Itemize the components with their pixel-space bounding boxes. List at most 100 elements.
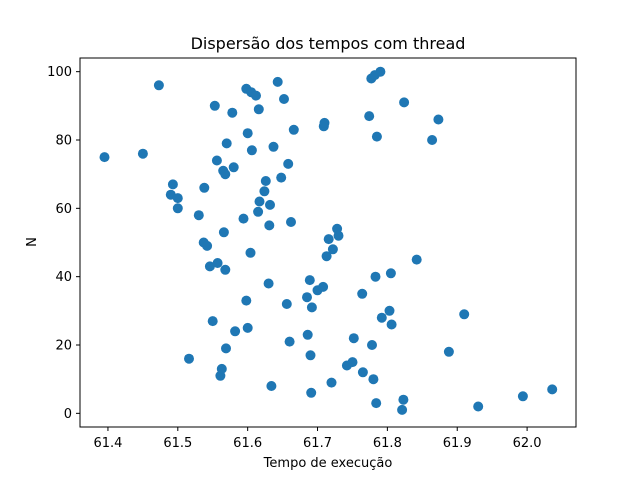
data-point — [281, 299, 292, 309]
data-point — [288, 124, 299, 135]
data-point — [368, 374, 379, 385]
data-point — [211, 155, 222, 166]
data-point — [218, 227, 229, 238]
data-point — [251, 90, 261, 101]
points-layer — [99, 66, 558, 415]
data-point — [318, 281, 329, 292]
data-point — [221, 138, 232, 149]
data-point — [306, 302, 317, 313]
data-point — [230, 326, 241, 337]
data-point — [246, 145, 257, 156]
data-point — [220, 264, 231, 275]
data-point — [272, 76, 283, 87]
data-point — [398, 394, 409, 405]
x-tick-label: 62.0 — [513, 436, 542, 451]
data-point — [283, 158, 294, 169]
data-point — [199, 182, 210, 193]
data-point — [367, 340, 377, 350]
data-point — [284, 336, 295, 347]
data-point — [204, 261, 215, 272]
x-tick-label: 61.4 — [93, 436, 122, 451]
data-point — [227, 107, 238, 118]
data-point — [266, 381, 277, 391]
data-point — [384, 305, 395, 316]
data-point — [241, 295, 252, 306]
data-point — [220, 169, 231, 180]
y-tick-label: 0 — [64, 407, 72, 422]
data-point — [348, 333, 359, 344]
y-tick-label: 80 — [55, 134, 72, 149]
data-point — [427, 135, 438, 145]
data-point — [279, 94, 289, 104]
x-tick-label: 61.7 — [303, 436, 332, 451]
data-point — [357, 367, 368, 378]
data-point — [370, 271, 381, 282]
data-point — [327, 244, 338, 255]
data-point — [221, 343, 231, 354]
data-point — [411, 254, 422, 265]
data-point — [254, 196, 265, 207]
data-point — [172, 203, 183, 214]
data-point — [212, 258, 223, 268]
data-point — [321, 251, 332, 262]
y-axis-label: N — [25, 237, 40, 247]
data-point — [302, 329, 313, 340]
data-point — [433, 114, 444, 125]
x-tick-label: 61.9 — [443, 436, 472, 451]
data-point — [399, 97, 410, 108]
data-point — [347, 357, 358, 368]
data-point — [333, 230, 344, 241]
data-point — [323, 234, 334, 245]
data-point — [184, 353, 194, 364]
data-point — [253, 206, 264, 217]
data-point — [304, 275, 315, 286]
data-point — [364, 111, 375, 122]
data-point — [202, 240, 213, 251]
data-point — [259, 186, 270, 197]
data-point — [547, 384, 558, 395]
data-point — [268, 141, 279, 152]
x-tick-label: 61.6 — [233, 436, 262, 451]
data-point — [459, 309, 470, 320]
data-point — [302, 292, 312, 303]
data-point — [137, 148, 148, 159]
data-point — [375, 66, 386, 77]
data-point — [371, 131, 382, 142]
data-point — [286, 217, 296, 227]
data-point — [242, 128, 253, 139]
data-point — [260, 176, 271, 186]
data-point — [172, 193, 183, 204]
y-tick-label: 40 — [55, 270, 72, 285]
data-point — [306, 387, 317, 398]
y-tick-label: 20 — [55, 339, 72, 354]
plot-frame — [79, 57, 577, 428]
data-point — [207, 316, 218, 327]
data-point — [209, 100, 220, 111]
data-point — [305, 350, 316, 361]
data-point — [386, 319, 397, 330]
chart-title: Dispersão dos tempos com thread — [191, 34, 466, 53]
data-point — [253, 104, 264, 115]
data-point — [443, 346, 454, 357]
data-point — [216, 363, 227, 374]
data-point — [99, 152, 110, 163]
data-point — [228, 162, 239, 173]
data-point — [385, 268, 396, 279]
data-point — [326, 377, 337, 388]
data-point — [376, 312, 387, 323]
data-point — [265, 199, 275, 210]
data-point — [397, 404, 408, 415]
data-point — [357, 288, 368, 299]
data-point — [473, 401, 484, 412]
data-point — [263, 278, 274, 289]
x-tick-label: 61.8 — [373, 436, 402, 451]
data-point — [242, 322, 253, 333]
x-axis: 61.4 61.5 61.6 61.7 61.8 61.9 62.0 — [93, 427, 542, 451]
data-point — [167, 179, 178, 190]
y-tick-label: 60 — [55, 202, 72, 217]
data-point — [276, 172, 287, 183]
data-point — [517, 391, 528, 402]
data-point — [245, 247, 256, 258]
data-point — [238, 213, 249, 224]
